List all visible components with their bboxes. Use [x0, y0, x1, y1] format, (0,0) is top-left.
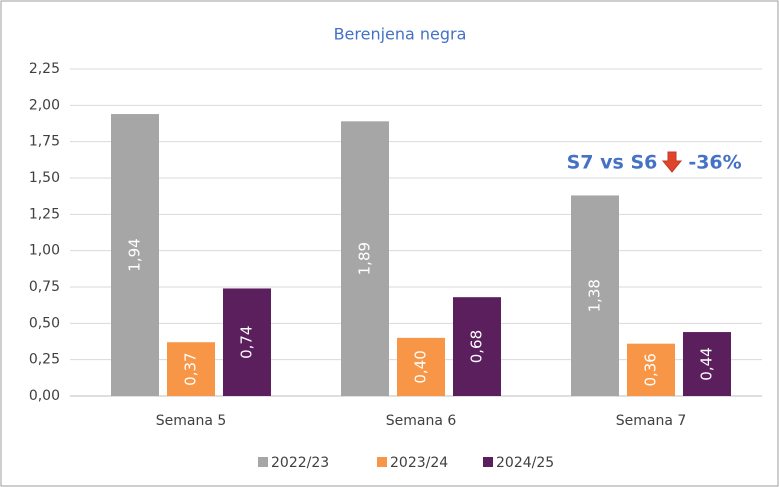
- annotation: -36%: [688, 152, 741, 174]
- legend-label: 2024/25: [496, 455, 554, 471]
- bar: [397, 337, 445, 396]
- y-tick-label: 1,50: [29, 170, 60, 186]
- bar: [453, 297, 501, 396]
- legend-label: 2023/24: [390, 455, 448, 471]
- y-tick-label: 0,25: [29, 352, 60, 368]
- bar: [223, 288, 271, 396]
- y-tick-label: 1,00: [29, 243, 60, 259]
- data-label: 1,38: [586, 279, 604, 312]
- y-tick-label: 2,00: [29, 97, 60, 113]
- down-arrow: [661, 151, 683, 173]
- data-label: 0,68: [468, 330, 486, 363]
- data-label: 1,94: [126, 238, 144, 271]
- y-tick-label: 0,00: [29, 388, 60, 404]
- y-tick-label: 1,25: [29, 206, 60, 222]
- legend-label: 2022/23: [271, 455, 329, 471]
- y-tick-label: 1,75: [29, 134, 60, 150]
- bar: [627, 343, 675, 396]
- legend-swatch: [377, 457, 387, 467]
- x-tick-label: Semana 5: [156, 413, 227, 429]
- data-label: 0,40: [412, 350, 430, 383]
- bar: [111, 114, 159, 396]
- bar: [341, 121, 389, 396]
- y-tick-label: 2,25: [29, 61, 60, 77]
- annotation: S7 vs S6: [567, 152, 658, 174]
- data-label: 0,36: [642, 353, 660, 386]
- bar: [683, 332, 731, 396]
- data-label: 0,44: [698, 347, 716, 380]
- data-label: 1,89: [356, 242, 374, 275]
- y-tick-label: 0,50: [29, 315, 60, 331]
- x-tick-label: Semana 6: [386, 413, 457, 429]
- legend-swatch: [483, 457, 493, 467]
- chart-title: Berenjena negra: [334, 25, 467, 44]
- y-tick-label: 0,75: [29, 279, 60, 295]
- legend-swatch: [258, 457, 268, 467]
- bar: [571, 195, 619, 396]
- x-tick-label: Semana 7: [616, 413, 687, 429]
- data-label: 0,37: [182, 352, 200, 385]
- bar: [167, 342, 215, 396]
- data-label: 0,74: [238, 326, 256, 359]
